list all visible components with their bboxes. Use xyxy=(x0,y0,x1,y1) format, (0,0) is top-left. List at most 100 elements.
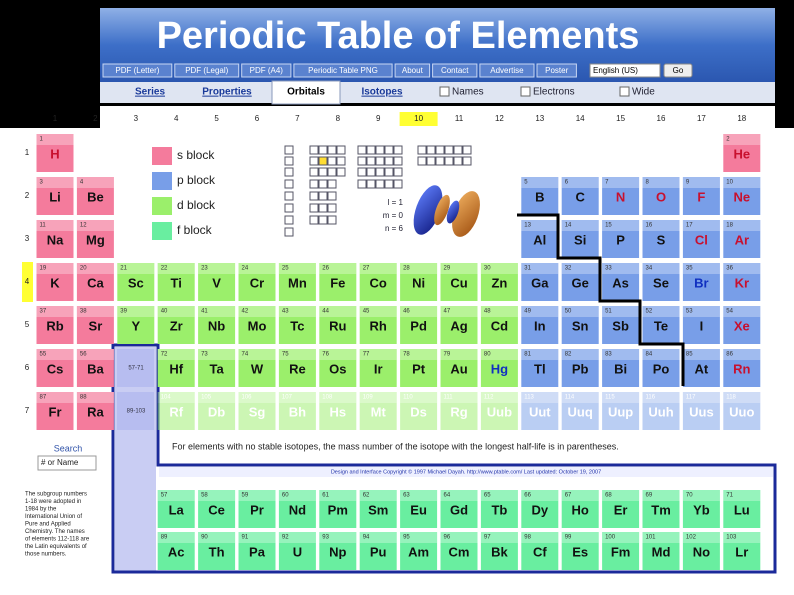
element-cell[interactable]: 113 Uut xyxy=(521,392,559,430)
checkbox[interactable] xyxy=(520,86,531,97)
element-cell[interactable]: 9F xyxy=(682,177,720,215)
search-input[interactable] xyxy=(37,455,97,471)
checkbox[interactable] xyxy=(619,86,630,97)
element-cell[interactable]: 100 Fm xyxy=(602,532,640,570)
element-cell[interactable]: 79 Au xyxy=(440,349,478,387)
element-cell[interactable]: 7N xyxy=(602,177,640,215)
nav-button[interactable] xyxy=(536,63,577,78)
element-cell[interactable]: 112 Uub xyxy=(480,392,518,430)
element-cell[interactable]: 29 Cu xyxy=(440,263,478,301)
element-cell[interactable]: 12 Mg xyxy=(76,220,114,258)
element-cell[interactable]: 111 Rg xyxy=(440,392,478,430)
nav-button[interactable] xyxy=(241,63,292,78)
nav-button[interactable] xyxy=(479,63,535,78)
element-cell[interactable]: 92 U xyxy=(278,532,316,570)
element-cell[interactable]: 8O xyxy=(642,177,680,215)
nav-button[interactable] xyxy=(293,63,393,78)
element-cell[interactable]: 101 Md xyxy=(642,532,680,570)
element-cell[interactable]: 115 Uup xyxy=(602,392,640,430)
element-cell[interactable]: 96 Cm xyxy=(440,532,478,570)
element-cell[interactable]: 109 Mt xyxy=(359,392,397,430)
element-cell[interactable]: 6C xyxy=(561,177,599,215)
element-cell[interactable]: 23 V xyxy=(198,263,236,301)
element-cell[interactable]: 107 Bh xyxy=(278,392,316,430)
nav-button[interactable] xyxy=(102,63,173,78)
tab[interactable]: Properties xyxy=(202,87,252,98)
language-select[interactable] xyxy=(589,63,661,78)
element-cell[interactable]: 25 Mn xyxy=(278,263,316,301)
element-cell[interactable]: 95 Am xyxy=(400,532,438,570)
element-cell[interactable]: 3 Li xyxy=(36,177,74,215)
element-cell[interactable]: 117 Uus xyxy=(682,392,720,430)
element-cell[interactable]: 77 Ir xyxy=(359,349,397,387)
element-cell[interactable]: 53 I xyxy=(682,306,720,344)
element-cell[interactable]: 61 Pm xyxy=(319,490,357,528)
element-cell[interactable]: 102 No xyxy=(682,532,720,570)
element-cell[interactable]: 69 Tm xyxy=(642,490,680,528)
element-cell[interactable]: 2He xyxy=(723,134,761,172)
element-cell[interactable]: 118 Uuo xyxy=(723,392,761,430)
element-cell[interactable]: 62 Sm xyxy=(359,490,397,528)
element-cell[interactable]: 15 P xyxy=(602,220,640,258)
element-cell[interactable]: 42 Mo xyxy=(238,306,276,344)
go-button[interactable] xyxy=(663,63,693,78)
element-cell[interactable]: 19K xyxy=(36,263,74,301)
element-cell[interactable]: 16 S xyxy=(642,220,680,258)
element-cell[interactable]: 74W xyxy=(238,349,276,387)
element-cell[interactable]: 64 Gd xyxy=(440,490,478,528)
element-cell[interactable]: 105 Db xyxy=(198,392,236,430)
element-cell[interactable]: 114 Uuq xyxy=(561,392,599,430)
element-cell[interactable]: 1H xyxy=(36,134,74,172)
element-cell[interactable]: 116 Uuh xyxy=(642,392,680,430)
element-cell[interactable]: 5B xyxy=(521,177,559,215)
element-cell[interactable]: 104 Rf xyxy=(157,392,195,430)
